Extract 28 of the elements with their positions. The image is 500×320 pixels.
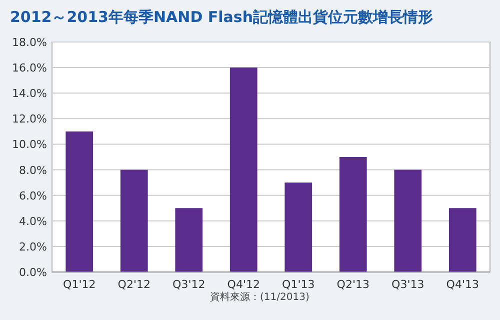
x-tick-label: Q4'12: [227, 278, 260, 291]
bar: [120, 170, 148, 272]
y-tick-label: 18.0%: [12, 36, 47, 49]
y-tick-label: 6.0%: [19, 189, 47, 202]
y-tick-label: 10.0%: [12, 138, 47, 152]
bar: [448, 208, 476, 272]
y-tick-label: 0.0%: [19, 266, 47, 279]
x-tick-label: Q1'12: [63, 278, 96, 291]
bar: [175, 208, 203, 272]
x-tick-label: Q3'13: [392, 278, 424, 291]
bar: [339, 157, 367, 272]
y-tick-label: 4.0%: [19, 214, 47, 228]
x-tick-label: Q4'13: [446, 278, 479, 291]
y-tick-label: 8.0%: [19, 164, 47, 177]
y-tick-label: 14.0%: [12, 87, 47, 100]
bar: [66, 131, 94, 272]
x-tick-label: Q1'13: [282, 278, 315, 291]
chart-title: 2012～2013年每季NAND Flash記憶體出貨位元數增長情形: [10, 8, 434, 26]
y-tick-label: 16.0%: [12, 62, 47, 75]
y-tick-label: 12.0%: [12, 112, 47, 126]
bar: [284, 182, 312, 272]
source-note: 資料來源：(11/2013): [210, 291, 310, 303]
x-tick-label: Q3'12: [172, 278, 206, 291]
y-tick-label: 2.0%: [19, 240, 47, 254]
x-tick-label: Q2'13: [336, 278, 370, 291]
bar: [394, 170, 422, 272]
x-tick-label: Q2'12: [118, 278, 150, 291]
bar: [230, 68, 258, 272]
